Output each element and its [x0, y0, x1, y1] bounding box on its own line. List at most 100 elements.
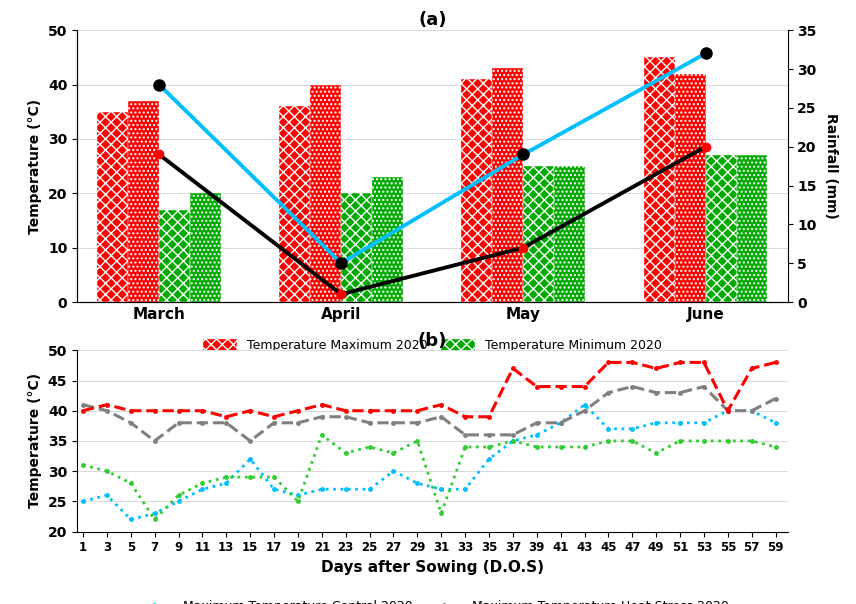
Bar	[279, 106, 310, 302]
Bar	[128, 101, 159, 302]
Maximum Temperature Control 2020	[389, 467, 399, 475]
Maximum Temperature Control 2020	[508, 437, 518, 445]
Title: (b): (b)	[418, 332, 447, 350]
Bar	[461, 79, 492, 302]
Maximum Temperature Control 2021	[102, 467, 112, 475]
Maximum Temperature Heat Stress 2021	[627, 359, 638, 366]
Maximum Temperature Control 2021	[722, 437, 733, 445]
Bar	[97, 112, 128, 302]
Maximum Temperature Heat Stress 2021	[293, 407, 303, 414]
Maximum Temperature Heat Stress 2021	[722, 407, 733, 414]
Y-axis label: Temperature (°C): Temperature (°C)	[28, 98, 43, 234]
Title: (a): (a)	[418, 11, 447, 28]
Maximum Temperature Heat Stress 2021	[532, 383, 542, 390]
Maximum Temperature Heat Stress 2020	[580, 407, 590, 414]
Maximum Temperature Control 2021	[532, 443, 542, 451]
Maximum Temperature Heat Stress 2021	[460, 413, 470, 420]
Maximum Temperature Heat Stress 2021	[150, 407, 160, 414]
Maximum Temperature Heat Stress 2021	[508, 365, 518, 372]
Maximum Temperature Heat Stress 2021	[174, 407, 184, 414]
Bar	[310, 85, 342, 302]
Maximum Temperature Control 2020	[532, 431, 542, 439]
Maximum Temperature Control 2020	[413, 480, 423, 487]
Maximum Temperature Control 2021	[269, 474, 279, 481]
Y-axis label: Temperature (°C): Temperature (°C)	[28, 373, 42, 509]
Bar	[523, 166, 555, 302]
Maximum Temperature Heat Stress 2021	[317, 401, 327, 408]
Maximum Temperature Heat Stress 2021	[484, 413, 494, 420]
Bar	[190, 193, 221, 302]
Maximum Temperature Control 2021	[245, 474, 255, 481]
Maximum Temperature Control 2021	[698, 437, 709, 445]
Maximum Temperature Heat Stress 2021	[78, 407, 88, 414]
Maximum Temperature Control 2021	[126, 480, 136, 487]
Maximum Temperature Control 2020	[341, 486, 351, 493]
Maximum Temperature Control 2020	[317, 486, 327, 493]
Maximum Temperature Heat Stress 2020	[365, 419, 375, 426]
Bar	[372, 177, 403, 302]
Maximum Temperature Heat Stress 2020	[126, 419, 136, 426]
Maximum Temperature Control 2021	[556, 443, 566, 451]
Maximum Temperature Control 2021	[221, 474, 231, 481]
Maximum Temperature Control 2021	[341, 449, 351, 457]
Maximum Temperature Control 2021	[365, 443, 375, 451]
Maximum Temperature Heat Stress 2020	[245, 437, 255, 445]
Maximum Temperature Control 2020	[484, 455, 494, 463]
Maximum Temperature Control 2021	[580, 443, 590, 451]
Maximum Temperature Control 2021	[197, 480, 207, 487]
Maximum Temperature Control 2020	[245, 455, 255, 463]
Maximum Temperature Control 2020	[78, 498, 88, 505]
X-axis label: Days after Sowing (D.O.S): Days after Sowing (D.O.S)	[321, 560, 544, 575]
Maximum Temperature Heat Stress 2020	[532, 419, 542, 426]
Maximum Temperature Heat Stress 2021	[556, 383, 566, 390]
Maximum Temperature Control 2021	[508, 437, 518, 445]
Maximum Temperature Control 2020	[603, 425, 614, 432]
Maximum Temperature Control 2020	[460, 486, 470, 493]
Bar	[159, 210, 190, 302]
Legend: Temperature Maximum 2020, Temperature Maximum 2021, Temperature Minimum 2020, Te: Temperature Maximum 2020, Temperature Ma…	[197, 333, 668, 378]
Maximum Temperature Heat Stress 2021	[269, 413, 279, 420]
Maximum Temperature Control 2021	[174, 492, 184, 499]
Bar	[342, 193, 372, 302]
Maximum Temperature Heat Stress 2021	[698, 359, 709, 366]
Maximum Temperature Control 2021	[460, 443, 470, 451]
Maximum Temperature Control 2021	[770, 443, 781, 451]
Maximum Temperature Control 2020	[675, 419, 685, 426]
Maximum Temperature Heat Stress 2021	[580, 383, 590, 390]
Maximum Temperature Control 2020	[102, 492, 112, 499]
Maximum Temperature Heat Stress 2020	[389, 419, 399, 426]
Maximum Temperature Control 2021	[389, 449, 399, 457]
Maximum Temperature Control 2020	[770, 419, 781, 426]
Maximum Temperature Control 2021	[603, 437, 614, 445]
Maximum Temperature Control 2020	[746, 407, 757, 414]
Maximum Temperature Control 2020	[174, 498, 184, 505]
Maximum Temperature Heat Stress 2020	[675, 389, 685, 396]
Maximum Temperature Heat Stress 2020	[770, 395, 781, 402]
Maximum Temperature Heat Stress 2021	[413, 407, 423, 414]
Maximum Temperature Heat Stress 2020	[698, 383, 709, 390]
Maximum Temperature Heat Stress 2021	[102, 401, 112, 408]
Maximum Temperature Control 2021	[150, 516, 160, 523]
Y-axis label: Rainfall (mm): Rainfall (mm)	[823, 113, 837, 219]
Maximum Temperature Heat Stress 2021	[746, 365, 757, 372]
Bar	[644, 57, 675, 302]
Maximum Temperature Control 2020	[221, 480, 231, 487]
Bar	[705, 155, 736, 302]
Maximum Temperature Control 2021	[293, 498, 303, 505]
Maximum Temperature Heat Stress 2020	[508, 431, 518, 439]
Maximum Temperature Heat Stress 2020	[102, 407, 112, 414]
Maximum Temperature Control 2020	[627, 425, 638, 432]
Maximum Temperature Control 2020	[556, 419, 566, 426]
Bar	[736, 155, 768, 302]
Maximum Temperature Control 2020	[126, 516, 136, 523]
Maximum Temperature Heat Stress 2021	[245, 407, 255, 414]
Line: Maximum Temperature Control 2020: Maximum Temperature Control 2020	[80, 401, 779, 523]
Maximum Temperature Heat Stress 2020	[197, 419, 207, 426]
Maximum Temperature Heat Stress 2021	[197, 407, 207, 414]
Bar	[492, 68, 523, 302]
Maximum Temperature Heat Stress 2021	[436, 401, 446, 408]
Maximum Temperature Heat Stress 2020	[317, 413, 327, 420]
Maximum Temperature Heat Stress 2021	[770, 359, 781, 366]
Line: Maximum Temperature Control 2021: Maximum Temperature Control 2021	[80, 431, 779, 523]
Maximum Temperature Control 2020	[269, 486, 279, 493]
